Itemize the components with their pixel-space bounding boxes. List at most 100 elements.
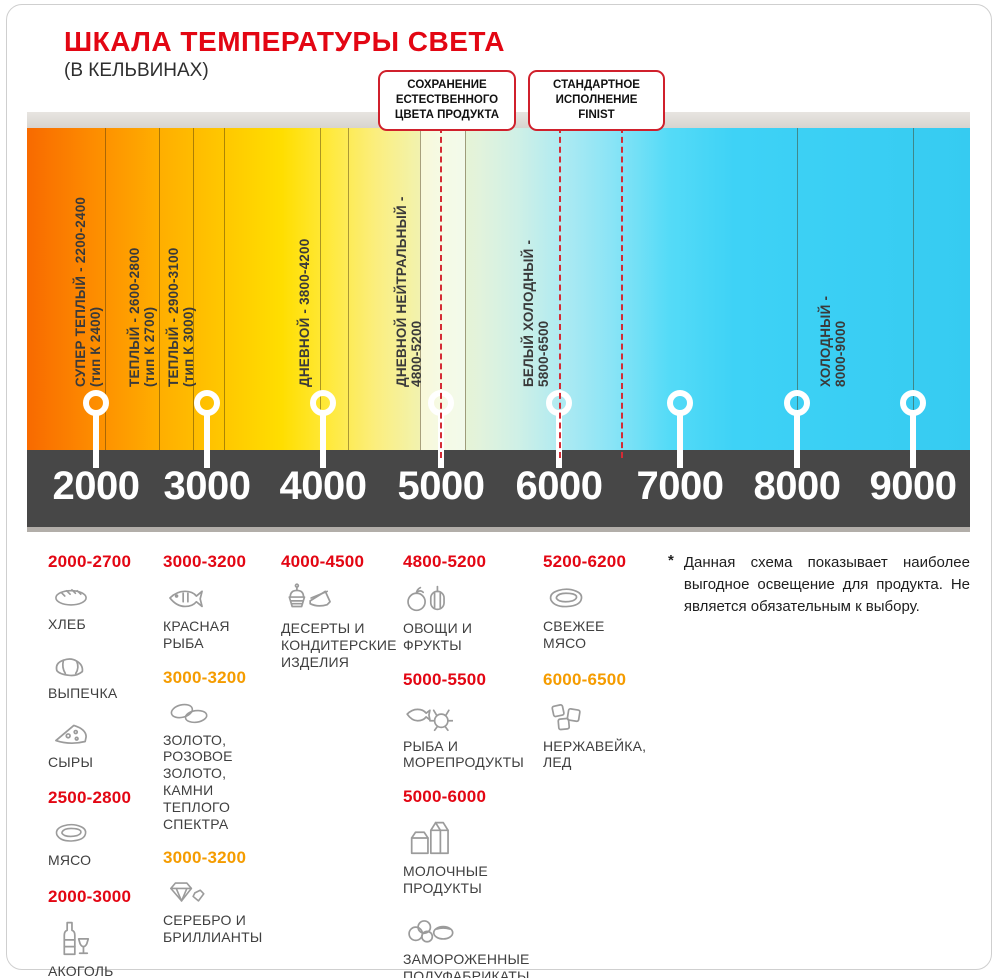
legend-item-seafood: РЫБА И МОРЕПРОДУКТЫ bbox=[403, 698, 568, 772]
legend-item-label: НЕРЖАВЕЙКА, ЛЕД bbox=[543, 737, 647, 771]
kelvin-scale-bar: 2000 3000 4000 5000 6000 7000 8000 9000 bbox=[27, 450, 970, 527]
range-label: 5000-6000 bbox=[403, 787, 487, 807]
legend-item-label: АКОГОЛЬ bbox=[48, 963, 114, 978]
legend-column-3: 4000-4500 ДЕСЕРТЫ И КОНДИТЕРСКИЕ ИЗДЕЛИЯ bbox=[281, 552, 406, 684]
legend-column-2: 3000-3200 КРАСНАЯ РЫБА 3000-3200 ЗОЛОТО,… bbox=[163, 552, 281, 960]
band-divider bbox=[193, 128, 194, 450]
dashed-line-finist-end bbox=[621, 127, 623, 458]
legend-item-dairy: МОЛОЧНЫЕ ПРОДУКТЫ bbox=[403, 815, 568, 897]
range-label: 5000-5500 bbox=[403, 669, 487, 689]
fish-icon bbox=[169, 590, 203, 608]
legend-item-meat: МЯСО bbox=[48, 816, 158, 869]
footnote: * Данная схема показывает наиболее выгод… bbox=[668, 552, 970, 617]
dashed-line-preserve-color bbox=[440, 127, 442, 458]
callout-standard-finist: СТАНДАРТНОЕ ИСПОЛНЕНИЕ FINIST bbox=[528, 70, 665, 131]
band-divider bbox=[105, 128, 106, 450]
alcohol-bottle-icon bbox=[63, 921, 90, 956]
range-label: 3000-3200 bbox=[163, 848, 247, 868]
legend-item-label: МЯСО bbox=[48, 852, 92, 869]
tick-5000: 5000 bbox=[397, 464, 485, 508]
scale-bar-shadow bbox=[27, 527, 970, 532]
band-label-day: ДНЕВНОЙ - 3800-4200 bbox=[297, 238, 312, 387]
band-label-warm-2700: ТЕПЛЫЙ - 2600-2800 (тип К 2700) bbox=[127, 247, 157, 387]
bread-icon bbox=[55, 588, 87, 606]
legend-column-5: 5200-6200 СВЕЖЕЕ МЯСО 6000-6500 НЕРЖАВЕЙ… bbox=[543, 552, 661, 785]
legend-item-bread: ХЛЕБ bbox=[48, 580, 158, 633]
tick-4000: 4000 bbox=[279, 464, 367, 508]
ice-cubes-icon bbox=[551, 703, 581, 730]
legend-item-label: ХЛЕБ bbox=[48, 616, 86, 632]
legend-column-1: 2000-2700 ХЛЕБ ВЫПЕЧКА СЫРЫ 2500-2800 МЯ… bbox=[48, 552, 158, 978]
legend-item-label: ВЫПЕЧКА bbox=[48, 684, 118, 701]
range-label: 2500-2800 bbox=[48, 788, 132, 808]
tick-9000: 9000 bbox=[869, 464, 957, 508]
legend-item-label: СЕРЕБРО И БРИЛЛИАНТЫ bbox=[163, 912, 263, 946]
meat-icon bbox=[55, 824, 87, 843]
band-divider bbox=[224, 128, 225, 450]
legend-item-label: КРАСНАЯ РЫБА bbox=[163, 618, 230, 651]
legend-item-label: МОЛОЧНЫЕ ПРОДУКТЫ bbox=[403, 863, 488, 896]
legend-item-gold: ЗОЛОТО, РОЗОВОЕ ЗОЛОТО, КАМНИ ТЕПЛОГО СП… bbox=[163, 696, 281, 833]
band-divider bbox=[159, 128, 160, 450]
legend-item-label: ДЕСЕРТЫ И КОНДИТЕРСКИЕ ИЗДЕЛИЯ bbox=[281, 620, 397, 670]
steak-icon bbox=[549, 588, 583, 608]
tick-8000: 8000 bbox=[753, 464, 841, 508]
range-label: 4800-5200 bbox=[403, 552, 487, 571]
legend-item-alcohol: АКОГОЛЬ bbox=[48, 915, 158, 978]
legend-column-4: 4800-5200 ОВОЩИ И ФРУКТЫ 5000-5500 РЫБА … bbox=[403, 552, 568, 978]
tick-7000: 7000 bbox=[636, 464, 724, 508]
legend-item-label: ОВОЩИ И ФРУКТЫ bbox=[403, 620, 473, 653]
legend-item-label: СВЕЖЕЕ МЯСО bbox=[543, 618, 605, 651]
legend-item-frozen: ЗАМОРОЖЕННЫЕ ПОЛУФАБРИКАТЫ bbox=[403, 911, 568, 978]
dashed-line-finist-start bbox=[559, 127, 561, 458]
range-label: 3000-3200 bbox=[163, 667, 247, 687]
legend-item-label: ЗАМОРОЖЕННЫЕ ПОЛУФАБРИКАТЫ bbox=[403, 950, 530, 978]
footnote-text: Данная схема показывает наиболее выгодно… bbox=[683, 554, 970, 615]
band-label-day-neutral: ДНЕВНОЙ НЕЙТРАЛЬНЫЙ - 4800-5200 bbox=[394, 196, 424, 387]
range-label: 3000-3200 bbox=[163, 552, 247, 571]
band-divider bbox=[797, 128, 798, 450]
band-label-super-warm: СУПЕР ТЕПЛЫЙ - 2200-2400 (тип К 2400) bbox=[73, 196, 103, 387]
milk-carton-icon bbox=[410, 821, 449, 855]
cheese-icon bbox=[55, 724, 87, 744]
croissant-icon bbox=[55, 657, 84, 677]
fruits-vegetables-icon bbox=[407, 585, 445, 612]
temperature-gradient-band: СУПЕР ТЕПЛЫЙ - 2200-2400 (тип К 2400) ТЕ… bbox=[27, 128, 970, 450]
range-label: 4000-4500 bbox=[281, 552, 365, 571]
dessert-icon bbox=[288, 583, 331, 608]
range-label: 2000-3000 bbox=[48, 887, 132, 907]
tick-3000: 3000 bbox=[163, 464, 251, 508]
legend-item-ice: НЕРЖАВЕЙКА, ЛЕД bbox=[543, 698, 661, 772]
legend-item-bakery: ВЫПЕЧКА bbox=[48, 647, 158, 702]
tick-6000: 6000 bbox=[515, 464, 603, 508]
band-divider bbox=[320, 128, 321, 450]
legend-item-fresh-meat: СВЕЖЕЕ МЯСО bbox=[543, 580, 661, 652]
legend-item-produce: ОВОЩИ И ФРУКТЫ bbox=[403, 580, 568, 654]
band-label-white-cold: БЕЛЫЙ ХОЛОДНЫЙ - 5800-6500 bbox=[521, 239, 551, 387]
tick-2000: 2000 bbox=[52, 464, 140, 508]
band-label-cold: ХОЛОДНЫЙ - 8000-9000 bbox=[818, 295, 848, 387]
page-subtitle: (В КЕЛЬВИНАХ) bbox=[64, 60, 209, 81]
diamond-icon bbox=[170, 882, 205, 903]
neutral-white-strip bbox=[420, 128, 465, 450]
range-label: 5200-6200 bbox=[543, 552, 627, 571]
band-divider bbox=[465, 128, 466, 450]
callout-preserve-color: СОХРАНЕНИЕ ЕСТЕСТВЕННОГО ЦВЕТА ПРОДУКТА bbox=[378, 70, 516, 131]
legend-item-silver: СЕРЕБРО И БРИЛЛИАНТЫ bbox=[163, 876, 281, 946]
band-divider bbox=[420, 128, 421, 450]
page-title: ШКАЛА ТЕМПЕРАТУРЫ СВЕТА bbox=[64, 26, 505, 57]
legend-item-red-fish: КРАСНАЯ РЫБА bbox=[163, 580, 281, 652]
legend-item-label: ЗОЛОТО, РОЗОВОЕ ЗОЛОТО, КАМНИ ТЕПЛОГО СП… bbox=[163, 731, 233, 832]
legend-item-label: РЫБА И МОРЕПРОДУКТЫ bbox=[403, 737, 524, 771]
legend-item-label: СЫРЫ bbox=[48, 753, 94, 770]
band-divider bbox=[348, 128, 349, 450]
legend-item-desserts: ДЕСЕРТЫ И КОНДИТЕРСКИЕ ИЗДЕЛИЯ bbox=[281, 580, 406, 670]
rings-icon bbox=[170, 703, 208, 723]
fish-and-crab-icon bbox=[406, 708, 453, 731]
band-divider bbox=[913, 128, 914, 450]
legend-item-cheese: СЫРЫ bbox=[48, 716, 158, 771]
range-label: 6000-6500 bbox=[543, 669, 627, 689]
footnote-asterisk: * bbox=[668, 552, 674, 569]
range-label: 2000-2700 bbox=[48, 552, 132, 571]
